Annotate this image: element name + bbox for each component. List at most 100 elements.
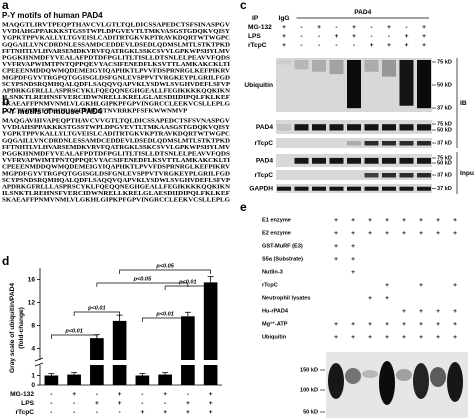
blot-smear	[447, 362, 463, 402]
sign: +	[368, 295, 372, 302]
y-tick-label: 4	[31, 345, 35, 352]
sign: +	[351, 243, 355, 250]
blot-band	[277, 141, 291, 146]
p-value: p<0.05	[155, 263, 174, 269]
blot-band	[330, 141, 344, 146]
sign: +	[368, 230, 372, 237]
sign: +	[385, 334, 389, 341]
sequence-line: APDRKGFRLLLASPRSCYKLFQEQQNEGHGEALLFEGIKK…	[2, 87, 230, 94]
sign: -	[300, 24, 302, 31]
sequence-line: FFTNHTLVLHVARSEMDKVRVFQATRGKLSSKCSVVLGPK…	[2, 144, 230, 151]
sign: +	[453, 308, 457, 315]
bar	[181, 316, 195, 385]
blot-band	[294, 157, 309, 164]
sequence-line: MAQGTLIRVTPEQPTHAVCVLGTLTQLDICSSAPEDCTSF…	[2, 21, 230, 28]
blot-band	[312, 186, 326, 191]
row-label: Hu-rPAD4	[262, 308, 289, 314]
sign: +	[385, 295, 389, 302]
treatment-label: rTcpC	[248, 42, 267, 49]
sign: -	[96, 391, 98, 398]
marker-label: 37 kD	[437, 140, 452, 146]
sequence-line: VVFRVAPWIMTPNTQPPQEVYACSIFENEDFLKSVTTLAM…	[2, 61, 231, 68]
blot-band	[330, 173, 344, 178]
p-value: p<0.01	[87, 305, 106, 311]
sequence-line: SKAEAFFPNMVNMLVLGKHLGIPKPFGPVINGRCCLEEKV…	[2, 101, 230, 108]
marker-label: 50 kD	[437, 82, 452, 88]
blot-band	[329, 186, 344, 191]
panel-letter: a	[2, 0, 9, 12]
y-tick-label: 0	[31, 382, 35, 389]
sign: +	[282, 33, 286, 40]
y-tick-label: 16	[28, 276, 36, 283]
sequence-line: CPEEENMDDQWMQDEMEIGYIQAPHKTLPVVFDSPRNRGL…	[2, 164, 230, 171]
p-value: p<0.01	[178, 279, 197, 285]
sign: -	[335, 24, 337, 31]
sign: +	[351, 217, 355, 224]
blot-band	[347, 186, 361, 191]
bar	[44, 375, 59, 385]
sign: +	[368, 334, 372, 341]
row-label: E1 enzyme	[262, 217, 291, 223]
blot-band	[417, 60, 431, 109]
blot-band	[417, 124, 431, 131]
sign: +	[334, 243, 338, 250]
p-value: p<0.05	[133, 276, 152, 282]
sign: +	[118, 400, 122, 407]
blot-band	[399, 124, 414, 131]
blot-band	[417, 157, 431, 164]
sequence-line: FFTNHTLVLHVARSEMDKVRVFQATRGKLSSKCSVVLGPK…	[2, 48, 230, 55]
blot-band	[417, 186, 431, 191]
panel-letter: e	[240, 200, 247, 214]
sign: +	[402, 308, 406, 315]
sign: +	[387, 42, 391, 49]
sequence-line: SKAEAFFPNMVNMLVLGKHLGIPKPFGPVINGRCCLEEKV…	[2, 197, 230, 204]
blot-band	[382, 157, 396, 164]
sign: +	[405, 33, 409, 40]
sign: -	[73, 400, 75, 407]
blot-band	[312, 173, 326, 178]
blot-band	[364, 157, 379, 164]
sign: -	[370, 33, 372, 40]
bar	[158, 374, 172, 385]
sign: +	[402, 217, 406, 224]
sequence-line: MAQGAVHIVAPEQPTHAVCVVGTLTQLDICSSAPEDCTSF…	[2, 117, 230, 124]
blot-band	[399, 173, 414, 178]
sign: -	[405, 24, 407, 31]
panel-title: P-Y motifs of human PAD4	[2, 11, 103, 20]
sign: -	[388, 33, 390, 40]
sign: -	[370, 24, 372, 31]
sign: -	[96, 409, 98, 416]
marker-label: 50 kD	[303, 409, 318, 415]
sign: -	[300, 42, 302, 49]
blot-smear	[396, 369, 412, 381]
blot-band	[312, 157, 326, 164]
sign: +	[385, 217, 389, 224]
blot-smear	[328, 363, 344, 399]
marker-label: 75 kD	[437, 59, 452, 65]
blot-band	[347, 141, 361, 146]
row-label: Nutlin-3	[262, 269, 283, 275]
sign: +	[402, 334, 406, 341]
blot-band	[364, 173, 379, 178]
blot-band	[329, 60, 344, 75]
sign: +	[387, 24, 391, 31]
sign: +	[402, 230, 406, 237]
sign: +	[163, 391, 167, 398]
blot-band	[382, 124, 396, 131]
sign: +	[209, 400, 213, 407]
sign: +	[140, 409, 144, 416]
sign: -	[50, 400, 52, 407]
blot-label: PAD4	[256, 124, 273, 131]
sign: +	[186, 400, 190, 407]
sign: +	[370, 42, 374, 49]
blot-band	[382, 173, 396, 178]
blot-band	[347, 60, 361, 109]
blot-smear	[430, 367, 446, 387]
sign: +	[72, 391, 76, 398]
sign: +	[368, 321, 372, 328]
blot-band	[417, 141, 431, 146]
marker-label: 37 kD	[437, 105, 452, 111]
panel-letter: c	[240, 0, 247, 12]
blot-background	[276, 170, 432, 180]
treatment-label: LPS	[248, 33, 261, 40]
